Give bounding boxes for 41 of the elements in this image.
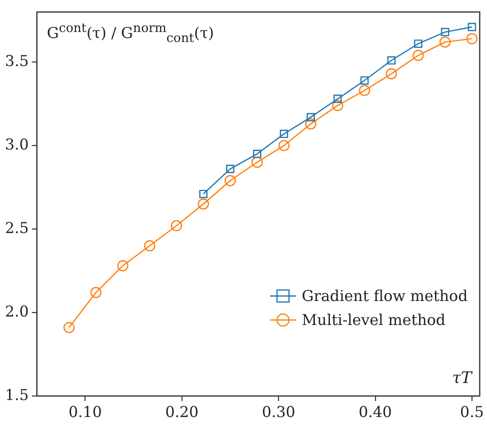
point	[278, 140, 290, 152]
point	[440, 28, 450, 36]
point	[358, 84, 370, 96]
x-axis-title: τT	[452, 368, 472, 387]
x-tick-label: 0.10	[68, 402, 102, 421]
point	[90, 286, 102, 298]
y-tick-label: 2.5	[4, 218, 29, 237]
point	[280, 130, 288, 138]
point	[252, 150, 262, 158]
point	[387, 56, 396, 65]
x-tick-label: 0.20	[165, 402, 199, 421]
point	[199, 190, 208, 198]
point	[144, 240, 156, 252]
point	[198, 198, 209, 210]
point	[170, 220, 182, 232]
point	[466, 33, 478, 44]
point	[439, 36, 451, 48]
point	[117, 260, 128, 272]
y-tick-label: 1.5	[4, 386, 29, 404]
point	[306, 113, 315, 122]
legend-label: Gradient flow method	[302, 287, 468, 305]
point	[252, 156, 263, 168]
y-axis-title: G$^{cont}$(τ) / G$^{norm}$$_{cont}$(τ)	[46, 20, 214, 45]
point	[412, 50, 424, 62]
x-tick-label: 0.30	[262, 402, 296, 421]
point	[63, 322, 75, 334]
point	[334, 94, 342, 103]
y-tick-label: 3.0	[4, 135, 29, 154]
legend-label: Multi-level method	[302, 311, 446, 329]
point	[332, 100, 344, 112]
x-tick-label: 0.40	[358, 402, 392, 421]
point	[414, 40, 422, 48]
point	[224, 175, 236, 186]
point	[468, 22, 476, 32]
point	[386, 68, 398, 80]
x-tick-label: 0.5	[460, 402, 484, 421]
y-tick-label: 3.5	[4, 52, 29, 70]
point	[305, 118, 316, 130]
y-tick-label: 2.0	[4, 302, 29, 320]
point	[226, 164, 234, 174]
point	[360, 76, 369, 85]
